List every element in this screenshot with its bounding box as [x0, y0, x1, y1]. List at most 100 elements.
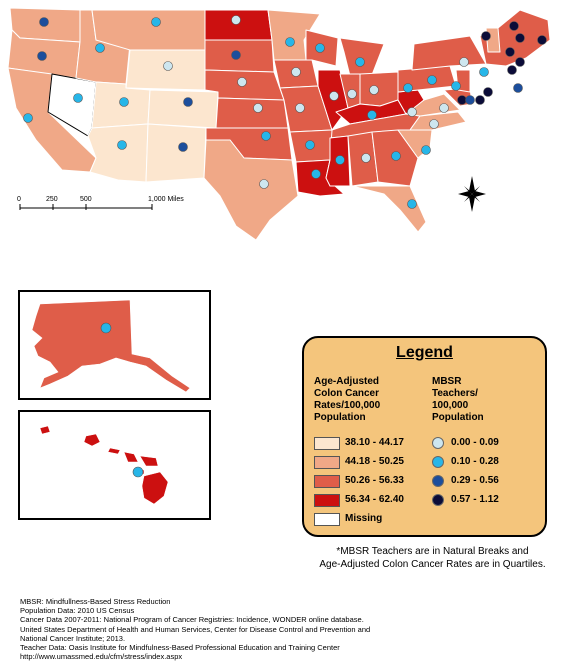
teacher-dot [457, 95, 467, 105]
rate-label-2: 44.18 - 50.25 [345, 456, 404, 467]
teacher-dot [37, 51, 47, 61]
hawaii-inset [18, 410, 211, 520]
contiguous-us-map [7, 7, 551, 240]
teacher-dot [479, 67, 489, 77]
teacher-dot [421, 145, 431, 155]
footnote: *MBSR Teachers are in Natural Breaks and… [319, 546, 546, 570]
teacher-dot [237, 77, 247, 87]
scale-label-0: 0 [17, 196, 21, 203]
teacher-dot [183, 97, 193, 107]
teacher-dot [439, 103, 449, 113]
state-colorado [147, 89, 219, 129]
state-ohio [359, 71, 399, 107]
teacher-dot [513, 83, 523, 93]
state-arizona [87, 123, 149, 183]
teacher-dot [151, 17, 161, 27]
teacher-label-1: 0.00 - 0.09 [451, 437, 499, 448]
teacher-dot-4 [432, 494, 444, 506]
teacher-dot [261, 131, 271, 141]
alaska-inset [18, 290, 211, 400]
teacher-dot [367, 110, 377, 120]
state-texas [203, 139, 299, 240]
teacher-dot [100, 322, 112, 334]
teacher-dot [483, 87, 493, 97]
state-new-york [411, 35, 487, 71]
teacher-dot [481, 31, 491, 41]
teacher-dot [335, 155, 345, 165]
state-kansas [215, 97, 289, 129]
colon-rate-heading: Age-Adjusted Colon Cancer Rates/100,000 … [314, 376, 381, 423]
teacher-dot [231, 15, 241, 25]
teacher-dot [39, 17, 49, 27]
state-montana [91, 9, 206, 51]
teacher-dot [537, 35, 547, 45]
teacher-dot [259, 179, 269, 189]
teacher-dot [311, 169, 321, 179]
teacher-dot [285, 37, 295, 47]
teacher-dot [429, 119, 439, 129]
teacher-dot [507, 65, 517, 75]
teacher-dot [73, 93, 83, 103]
teacher-dot [119, 97, 129, 107]
data-sources: MBSR: Mindfullness-Based Stress Reductio… [20, 597, 371, 661]
scale-label-1000: 1,000 Miles [148, 196, 184, 203]
teacher-dot [459, 57, 469, 67]
scale-label-500: 500 [80, 196, 92, 203]
teacher-dot-2 [432, 456, 444, 468]
teacher-dot [231, 50, 241, 60]
rate-label-3: 50.26 - 56.33 [345, 475, 404, 486]
teacher-dot [369, 85, 379, 95]
teacher-dot [505, 47, 515, 57]
teacher-dot [407, 199, 417, 209]
teacher-label-3: 0.29 - 0.56 [451, 475, 499, 486]
rate-swatch-2 [314, 456, 340, 469]
teacher-dot [253, 103, 263, 113]
teacher-dot [465, 95, 475, 105]
teacher-label-4: 0.57 - 1.12 [451, 494, 499, 505]
scale-bar [19, 204, 153, 210]
rate-swatch-3 [314, 475, 340, 488]
teacher-dot [329, 91, 339, 101]
state-north-dakota [204, 9, 273, 41]
teacher-dot [347, 89, 357, 99]
state-florida [351, 185, 427, 233]
teacher-dot [515, 57, 525, 67]
teacher-dot [515, 33, 525, 43]
teacher-dot [163, 61, 173, 71]
teacher-dot [475, 95, 485, 105]
rate-swatch-4 [314, 494, 340, 507]
teacher-dot [295, 103, 305, 113]
state-north-carolina [409, 111, 467, 131]
legend-title: Legend [396, 344, 453, 361]
rate-swatch-1 [314, 437, 340, 450]
teacher-dot [451, 81, 461, 91]
teacher-dot [291, 67, 301, 77]
teacher-dot [391, 151, 401, 161]
teacher-dot [509, 21, 519, 31]
teacher-dot [95, 43, 105, 53]
teacher-dot-1 [432, 437, 444, 449]
rate-label-1: 38.10 - 44.17 [345, 437, 404, 448]
alaska-map [31, 299, 191, 393]
missing-label: Missing [345, 513, 383, 524]
teacher-dot [117, 140, 127, 150]
teacher-dot [403, 83, 413, 93]
teacher-dot [23, 113, 33, 123]
teacher-dot [427, 75, 437, 85]
scale-label-250: 250 [46, 196, 58, 203]
teacher-dot [315, 43, 325, 53]
hawaii-map [39, 425, 169, 505]
teacher-dot [178, 142, 188, 152]
north-arrow-icon [458, 176, 486, 212]
state-new-mexico [145, 123, 207, 183]
missing-swatch [314, 513, 340, 526]
teacher-dot [305, 140, 315, 150]
teacher-label-2: 0.10 - 0.28 [451, 456, 499, 467]
rate-label-4: 56.34 - 62.40 [345, 494, 404, 505]
teacher-dot-3 [432, 475, 444, 487]
teacher-dot [132, 466, 144, 478]
legend-box: Legend Age-Adjusted Colon Cancer Rates/1… [302, 336, 547, 537]
teacher-rate-heading: MBSR Teachers/ 100,000 Population [432, 376, 484, 423]
teacher-dot [361, 153, 371, 163]
teacher-dot [407, 107, 417, 117]
